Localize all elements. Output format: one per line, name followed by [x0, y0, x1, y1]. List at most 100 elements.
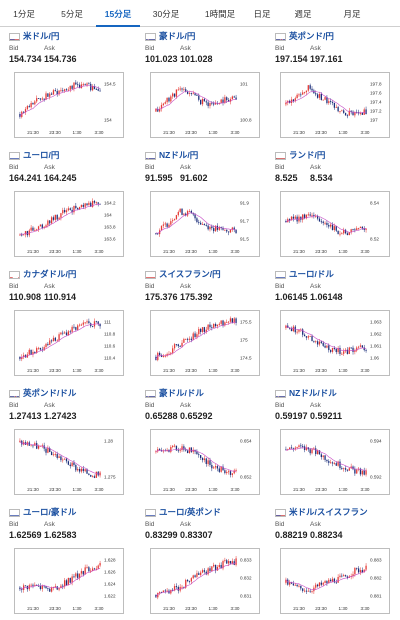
tab-1[interactable]: 5分足: [61, 9, 83, 19]
candle-body: [185, 213, 187, 216]
currency-card[interactable]: 英ポンド/ドル Bid Ask 1.27413 1.27423 1.28 1.275 21:3…: [6, 385, 124, 497]
currency-pair-link[interactable]: 英ポンド/ドル: [23, 388, 77, 398]
candle-body: [218, 227, 220, 230]
candle-body: [311, 336, 313, 341]
currency-card[interactable]: ランド/円 Bid Ask 8.525 8.534 8.54 8.52 21:30 23:30 1…: [272, 147, 390, 259]
candle-body: [99, 563, 101, 566]
candlestick-chart[interactable]: 91.9 91.7 91.5 21:30 23:30 1:30 3:30: [150, 191, 260, 257]
candlestick-chart[interactable]: 175.5 175 174.5 21:30 23:30 1:30 3:30: [150, 310, 260, 376]
flag-ch-icon: [145, 271, 156, 279]
tab-5[interactable]: 日足: [253, 9, 271, 19]
currency-pair-link[interactable]: ユーロ/豪ドル: [23, 507, 77, 517]
candlestick-chart[interactable]: 101 100.8 21:30 23:30 1:30 3:30: [150, 72, 260, 138]
flag-au-icon: [145, 33, 156, 41]
candle-body: [289, 582, 291, 585]
candle-body: [95, 471, 97, 478]
currency-pair-link[interactable]: 英ポンド/円: [289, 31, 334, 41]
candle-body: [227, 471, 230, 473]
candle-body: [339, 111, 341, 112]
currency-pair-link[interactable]: ランド/円: [289, 150, 326, 160]
candle-body: [302, 92, 304, 95]
currency-card[interactable]: NZドル/ドル Bid Ask 0.59197 0.59211 0.594 0.592 21:…: [272, 385, 390, 497]
candlestick-chart[interactable]: 0.654 0.652 21:30 23:30 1:30 3:30: [150, 429, 260, 495]
currency-pair-link[interactable]: ユーロ/円: [23, 150, 60, 160]
candle-body: [302, 214, 304, 220]
currency-card[interactable]: ユーロ/英ポンド Bid Ask 0.83299 0.83307 0.833 0.832 0.…: [142, 504, 260, 616]
candle-body: [54, 90, 56, 92]
currency-card[interactable]: スイスフラン/円 Bid Ask 175.376 175.392 175.5 175 174.…: [142, 266, 260, 378]
candlestick-chart[interactable]: 0.594 0.592 21:30 23:30 1:30 3:30: [280, 429, 390, 495]
currency-card[interactable]: カナダドル/円 Bid Ask 110.908 110.914 111 110.8 110.6…: [6, 266, 124, 378]
currency-pair-link[interactable]: 豪ドル/円: [159, 31, 196, 41]
currency-pair-link[interactable]: NZドル/ドル: [289, 388, 337, 398]
x-tick-label: 1:30: [73, 249, 82, 254]
candle-body: [181, 208, 183, 215]
candle-body: [346, 115, 349, 117]
tab-0[interactable]: 1分足: [13, 9, 35, 19]
candle-body: [335, 582, 337, 584]
candle-body: [155, 356, 157, 361]
candle-body: [73, 205, 75, 213]
candlestick-chart[interactable]: 1.28 1.275 21:30 23:30 1:30 3:30: [14, 429, 124, 495]
candle-body: [352, 111, 354, 116]
tab-2[interactable]: 15分足: [96, 0, 140, 27]
currency-pair-link[interactable]: NZドル/円: [159, 150, 199, 160]
currency-card[interactable]: 英ポンド/円 Bid Ask 197.154 197.161 197.8 197.6 197.…: [272, 28, 390, 140]
candle-body: [305, 90, 308, 93]
candle-body: [363, 470, 365, 475]
bid-value: 175.376: [145, 292, 178, 302]
candle-body: [97, 321, 99, 324]
candlestick-chart[interactable]: 111 110.8 110.6 110.4 21:30 23:30 1:30 3:30: [14, 310, 124, 376]
candlestick-chart[interactable]: 0.833 0.832 0.831 21:30 23:30 1:30 3:30: [150, 548, 260, 614]
candle-body: [192, 575, 194, 579]
currency-pair-link[interactable]: 米ドル/スイスフラン: [289, 507, 368, 517]
tab-6[interactable]: 週足: [294, 9, 312, 19]
currency-pair-link[interactable]: ユーロ/ドル: [289, 269, 334, 279]
currency-pair-link[interactable]: ユーロ/英ポンド: [159, 507, 221, 517]
candle-body: [26, 106, 29, 110]
currency-card[interactable]: 豪ドル/円 Bid Ask 101.023 101.028 101 100.8 21:30 23…: [142, 28, 260, 140]
candle-body: [213, 103, 215, 105]
currency-pair-link[interactable]: 豪ドル/ドル: [159, 388, 204, 398]
tab-7[interactable]: 月足: [343, 9, 361, 19]
candle-body: [207, 324, 209, 330]
candlestick-chart[interactable]: 197.8 197.6 197.4 197.2 197 21:30 23:30 1:30 3:3…: [280, 72, 390, 138]
currency-pair-link[interactable]: カナダドル/円: [23, 269, 77, 279]
candle-body: [357, 346, 360, 348]
candle-body: [203, 458, 206, 461]
candlestick-chart[interactable]: 1.063 1.062 1.061 1.06 21:30 23:30 1:30 3:30: [280, 310, 390, 376]
candlestick-chart[interactable]: 164.2 164 163.8 163.6 21:30 23:30 1:30 3:30: [14, 191, 124, 257]
candle-body: [324, 345, 326, 348]
currency-pair-link[interactable]: スイスフラン/円: [159, 269, 221, 279]
tab-4[interactable]: 1時間足: [204, 9, 236, 19]
y-tick-label: 154: [104, 118, 112, 123]
candlestick-chart[interactable]: 0.883 0.882 0.881 21:30 23:30 1:30 3:30: [280, 548, 390, 614]
currency-card[interactable]: NZドル/円 Bid Ask 91.595 91.602 91.9 91.7 91.5 21:3…: [142, 147, 260, 259]
currency-card[interactable]: 豪ドル/ドル Bid Ask 0.65288 0.65292 0.654 0.652 21:3…: [142, 385, 260, 497]
candle-body: [159, 352, 161, 355]
x-tick-label: 21:30: [163, 368, 175, 373]
currency-card[interactable]: 米ドル/円 Bid Ask 154.734 154.736 154.5 154 21:30 23…: [6, 28, 124, 140]
currency-card[interactable]: ユーロ/ドル Bid Ask 1.06145 1.06148 1.063 1.062 1.06…: [272, 266, 390, 378]
candlestick-chart[interactable]: 154.5 154 21:30 23:30 1:30 3:30: [14, 72, 124, 138]
currency-card[interactable]: 米ドル/スイスフラン Bid Ask 0.88219 0.88234 0.883 0.882…: [272, 504, 390, 616]
ask-value: 197.161: [310, 54, 343, 64]
candle-body: [190, 93, 192, 94]
currency-pair-link[interactable]: 米ドル/円: [23, 31, 60, 41]
candle-body: [318, 582, 321, 587]
candle-body: [309, 336, 311, 337]
tab-3[interactable]: 30分足: [152, 9, 180, 19]
candle-body: [214, 225, 217, 232]
candle-body: [285, 102, 287, 105]
candle-body: [41, 585, 43, 590]
candle-body: [64, 210, 66, 213]
chart-svg: 1.28 1.275 21:30 23:30 1:30 3:30: [19, 438, 116, 492]
candlestick-chart[interactable]: 1.628 1.626 1.624 1.622 21:30 23:30 1:30 3:30: [14, 548, 124, 614]
moving-average-line: [285, 325, 367, 352]
candle-body: [311, 214, 313, 216]
candlestick-chart[interactable]: 8.54 8.52 21:30 23:30 1:30 3:30: [280, 191, 390, 257]
currency-card[interactable]: ユーロ/円 Bid Ask 164.241 164.245 164.2 164 163.8 16…: [6, 147, 124, 259]
candle-body: [316, 584, 319, 587]
currency-card[interactable]: ユーロ/豪ドル Bid Ask 1.62569 1.62583 1.628 1.626 1.6…: [6, 504, 124, 616]
candle-body: [289, 219, 291, 221]
